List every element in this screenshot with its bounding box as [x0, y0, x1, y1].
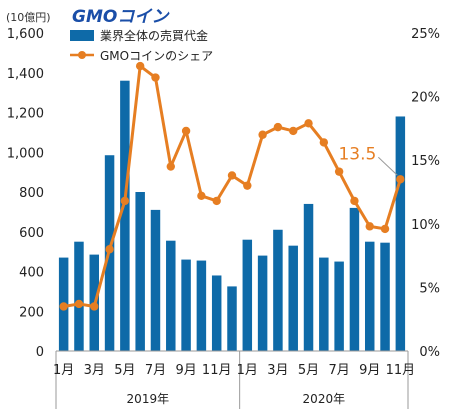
annotation: 13.5 — [338, 144, 398, 176]
bar — [166, 240, 176, 351]
share-point — [289, 126, 298, 136]
bar — [120, 80, 130, 351]
y-right-tick-label: 15% — [411, 154, 440, 169]
legend-label-bar: 業界全体の売買代金 — [100, 28, 208, 43]
share-point — [334, 167, 344, 176]
year-label: 2019年 — [127, 392, 170, 406]
annotation-leader — [378, 156, 398, 176]
x-tick-label: 9月 — [359, 363, 380, 378]
x-tick-label: 1月 — [237, 363, 258, 378]
y-left-tick-label: 1,400 — [7, 67, 44, 82]
logo-text: GMOコイン — [72, 7, 170, 27]
bar — [150, 209, 161, 351]
share-point — [319, 138, 329, 147]
x-tick-label: 7月 — [328, 363, 349, 378]
bar — [273, 229, 283, 351]
y-right-tick-label: 20% — [411, 91, 440, 106]
legend: 業界全体の売買代金 GMOコインのシェア — [70, 28, 213, 63]
legend-bar-swatch — [70, 30, 94, 41]
share-point — [74, 299, 84, 309]
y-right-tick-label: 5% — [419, 281, 440, 296]
y-right-tick-label: 10% — [411, 218, 440, 233]
share-point — [365, 222, 374, 231]
y-right-tick-label: 25% — [411, 27, 440, 42]
bar — [288, 245, 298, 351]
year-label: 2020年 — [303, 392, 346, 406]
bar — [380, 242, 390, 351]
y-left-axis: 0 200 400 600 800 1,000 1,200 1,400 1,600 — [7, 27, 44, 360]
y-left-tick-label: 200 — [19, 305, 44, 320]
annotation-label: 13.5 — [338, 144, 376, 164]
bar — [181, 259, 191, 351]
y-left-tick-label: 1,200 — [7, 107, 44, 122]
x-tick-label: 5月 — [114, 363, 135, 378]
share-point — [151, 73, 160, 82]
x-tick-label: 5月 — [298, 363, 319, 378]
bar — [196, 260, 207, 351]
gmo-coin-logo: GMOコイン — [72, 7, 170, 27]
bar — [349, 207, 360, 351]
bar — [135, 192, 145, 351]
share-point — [350, 196, 359, 206]
share-point — [212, 196, 221, 206]
x-tick-labels: 1月 3月 5月 7月 9月 11月 1月 3月 5月 7月 9月 11月 — [53, 363, 415, 378]
share-point — [181, 126, 191, 136]
bar — [211, 275, 222, 351]
share-point — [396, 175, 405, 184]
x-tick-label: 11月 — [202, 363, 232, 378]
bar — [74, 241, 84, 351]
y-left-unit-label: (10億円) — [6, 11, 51, 24]
bar — [334, 261, 344, 351]
line-series — [59, 61, 405, 311]
x-tick-label: 9月 — [175, 363, 196, 378]
bar — [257, 255, 268, 351]
share-point — [59, 302, 68, 311]
y-left-tick-label: 800 — [19, 186, 44, 201]
share-point — [304, 119, 313, 128]
y-left-tick-label: 1,000 — [7, 146, 44, 161]
share-point — [135, 61, 145, 71]
bar — [319, 257, 329, 351]
x-tick-label: 11月 — [386, 363, 416, 378]
share-point — [120, 196, 130, 206]
bar — [364, 241, 375, 351]
x-axis — [55, 350, 409, 409]
share-point — [166, 162, 175, 171]
share-point — [197, 191, 206, 201]
bar — [303, 203, 314, 351]
share-point — [380, 224, 390, 234]
share-point — [273, 122, 283, 132]
bar — [395, 116, 406, 351]
x-tick-label: 1月 — [53, 363, 74, 378]
x-tick-label: 3月 — [84, 363, 105, 378]
share-point — [258, 130, 267, 139]
y-right-axis: 0% 5% 10% 15% 20% 25% — [411, 27, 440, 360]
share-point — [105, 245, 114, 254]
bar — [242, 239, 253, 351]
y-left-tick-label: 600 — [19, 226, 44, 241]
share-point — [243, 181, 252, 190]
x-tick-label: 7月 — [145, 363, 166, 378]
y-left-tick-label: 0 — [36, 345, 44, 360]
legend-label-line: GMOコインのシェア — [100, 49, 213, 63]
bar-series — [58, 80, 406, 351]
bar — [227, 286, 237, 351]
y-right-tick-label: 0% — [419, 345, 440, 360]
x-tick-label: 3月 — [267, 363, 288, 378]
y-left-tick-label: 400 — [19, 266, 44, 281]
legend-line-marker — [78, 51, 86, 59]
y-left-tick-label: 1,600 — [7, 27, 44, 42]
share-point — [90, 302, 99, 311]
share-point — [227, 171, 237, 180]
year-labels: 2019年 2020年 — [127, 392, 346, 406]
